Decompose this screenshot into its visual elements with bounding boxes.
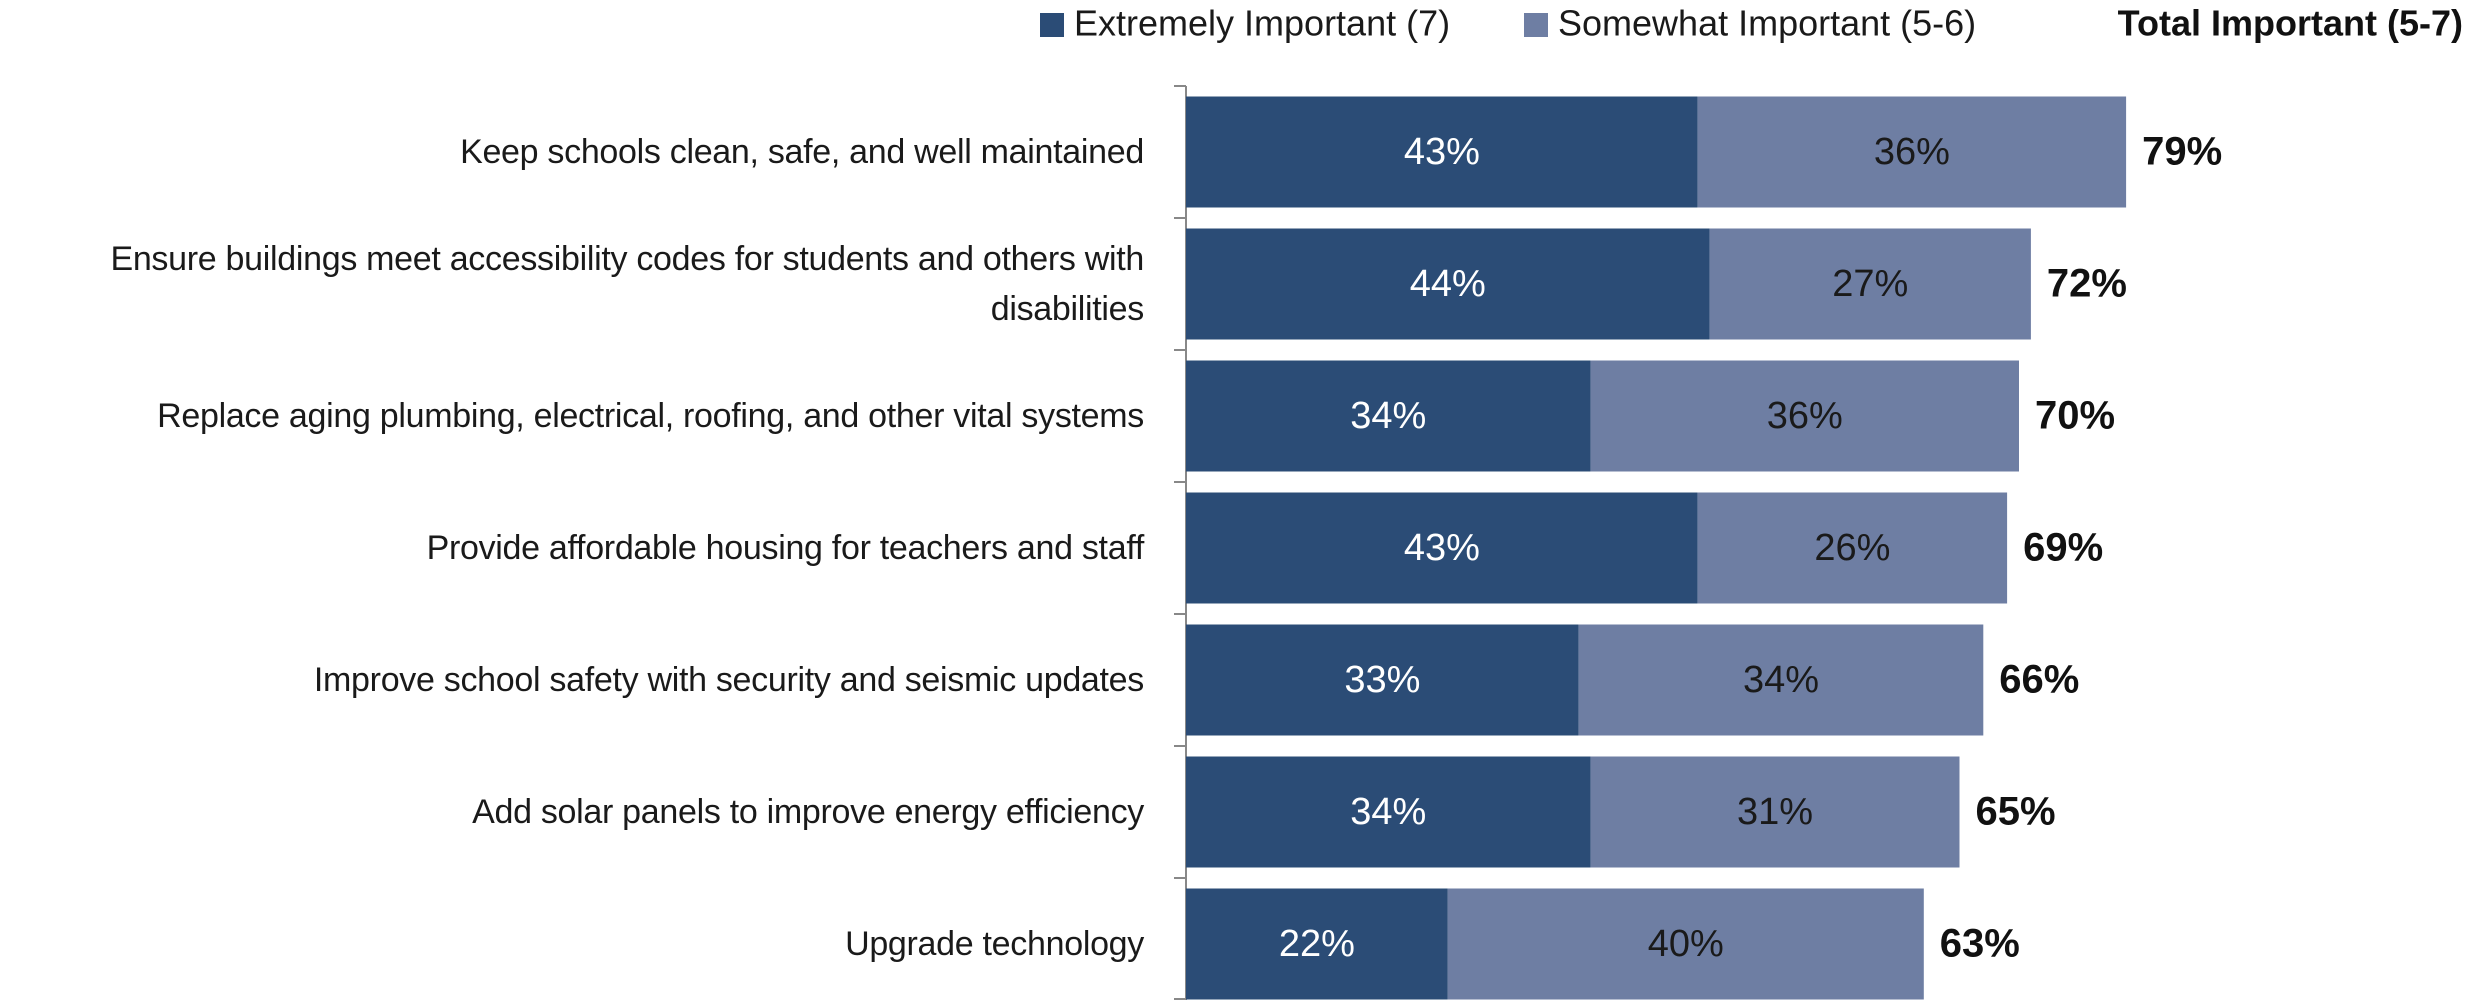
value-label: 33% [1344, 659, 1420, 701]
legend-swatch [1524, 13, 1548, 37]
value-label: 34% [1350, 791, 1426, 833]
value-label: 22% [1279, 923, 1355, 965]
value-label: 40% [1648, 923, 1724, 965]
value-label: 27% [1832, 263, 1908, 305]
total-label: 65% [1976, 790, 2056, 834]
bar-segment [1697, 492, 2008, 604]
total-label: 72% [2047, 262, 2127, 306]
bar-segment [1186, 228, 1710, 340]
bar-segment [1186, 624, 1579, 736]
bar-segment [1186, 492, 1698, 604]
bar-segment [1697, 96, 2127, 208]
category-label: Provide affordable housing for teachers … [426, 529, 1145, 567]
category-label: Ensure buildings meet accessibility code… [110, 240, 1144, 328]
value-label: 34% [1743, 659, 1819, 701]
legend-swatch [1040, 13, 1064, 37]
value-label: 26% [1814, 527, 1890, 569]
value-label: 36% [1767, 395, 1843, 437]
bar-segment [1186, 360, 1591, 472]
bar-segment [1186, 96, 1698, 208]
value-label: 34% [1350, 395, 1426, 437]
category-label: Improve school safety with security and … [313, 661, 1144, 699]
bar-segment [1186, 888, 1448, 1000]
category-label: Add solar panels to improve energy effic… [472, 793, 1144, 831]
category-label: Replace aging plumbing, electrical, roof… [157, 397, 1144, 435]
bar-segment [1578, 624, 1984, 736]
total-label: 79% [2142, 130, 2222, 174]
bar-segment [1447, 888, 1924, 1000]
value-label: 31% [1737, 791, 1813, 833]
value-label: 43% [1404, 131, 1480, 173]
bar-segment [1186, 756, 1591, 868]
bar-segment [1709, 228, 2031, 340]
category-label: Upgrade technology [845, 925, 1144, 963]
value-label: 36% [1874, 131, 1950, 173]
total-label: 69% [2023, 526, 2103, 570]
total-label: 63% [1940, 922, 2020, 966]
value-label: 44% [1410, 263, 1486, 305]
bar-segment [1590, 360, 2019, 472]
legend-label: Somewhat Important (5-6) [1558, 3, 1976, 44]
total-label: 66% [1999, 658, 2079, 702]
value-label: 43% [1404, 527, 1480, 569]
bar-segment [1590, 756, 1960, 868]
legend-label: Extremely Important (7) [1074, 3, 1450, 44]
legend-total-label: Total Important (5-7) [2118, 3, 2463, 44]
total-label: 70% [2035, 394, 2115, 438]
category-label: Keep schools clean, safe, and well maint… [460, 133, 1144, 171]
